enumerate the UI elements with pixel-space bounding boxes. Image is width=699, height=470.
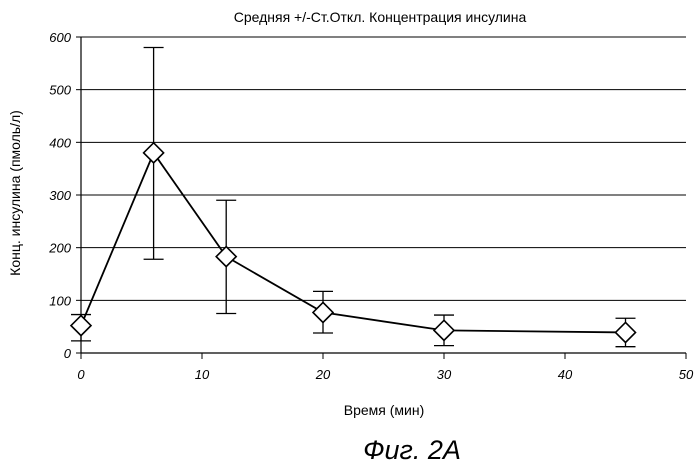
y-tick-labels: 0 100 200 300 400 500 600: [48, 30, 71, 361]
y-tick-label: 300: [49, 188, 71, 203]
y-tick-label: 600: [49, 30, 71, 45]
x-tick-label: 30: [437, 367, 452, 382]
y-tick-label: 500: [49, 83, 71, 98]
x-tick-label: 0: [77, 367, 85, 382]
x-tick-label: 10: [195, 367, 210, 382]
error-bars: [71, 46, 636, 348]
data-point: [215, 245, 238, 268]
axes: [76, 36, 687, 359]
grid-lines: [81, 36, 686, 301]
data-point: [142, 141, 165, 164]
x-tick-label: 20: [315, 367, 331, 382]
chart-title: Средняя +/-Ст.Откл. Концентрация инсулин…: [234, 9, 527, 25]
y-tick-label: 0: [64, 346, 72, 361]
x-tick-labels: 0 10 20 30 40 50: [77, 367, 694, 382]
x-axis-label: Время (мин): [344, 402, 425, 418]
figure-caption: Фиг. 2А: [363, 435, 461, 465]
y-tick-label: 100: [49, 293, 71, 308]
data-point: [432, 319, 456, 342]
y-tick-label: 400: [49, 135, 71, 150]
x-tick-label: 50: [679, 367, 694, 382]
y-tick-label: 200: [48, 241, 71, 256]
data-point: [311, 301, 335, 324]
x-tick-label: 40: [558, 367, 573, 382]
data-markers: [69, 141, 637, 344]
series-line: [80, 151, 626, 334]
data-point: [614, 321, 637, 344]
data-point: [69, 314, 93, 337]
y-axis-label: Конц. инсулина (пмоль/л): [7, 110, 23, 276]
